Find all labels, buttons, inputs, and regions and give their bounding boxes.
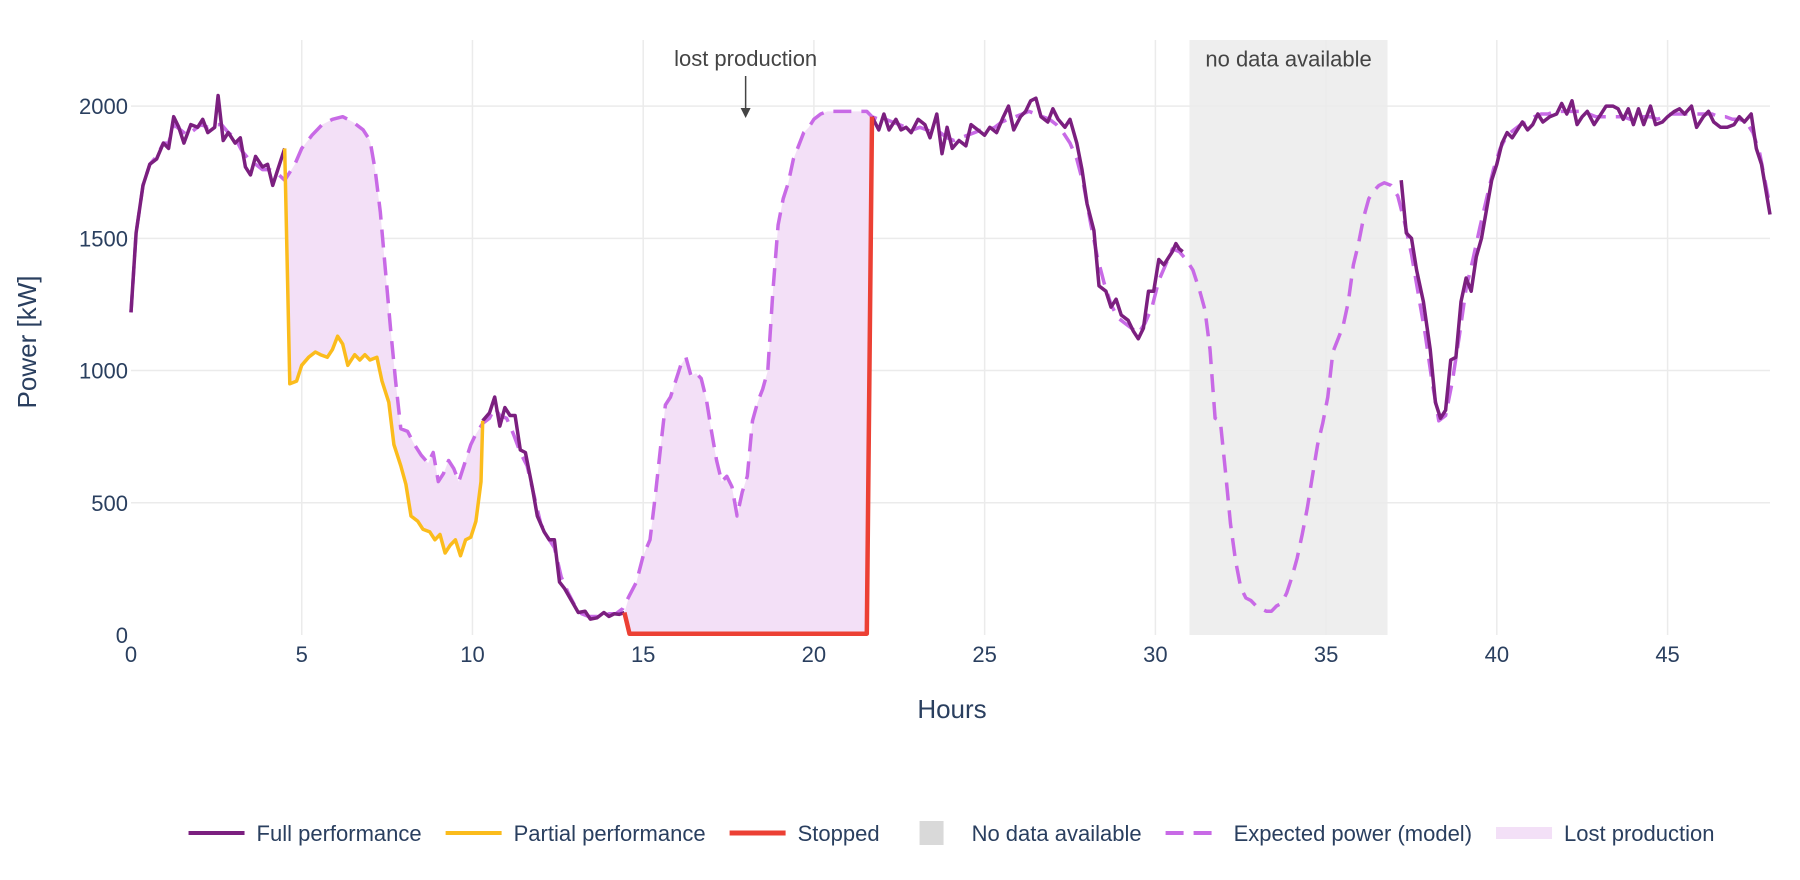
annotation-arrow-head — [740, 108, 751, 118]
legend-item: Partial performance — [445, 821, 706, 846]
lost-production-area — [624, 111, 872, 634]
partial-performance-line — [282, 148, 485, 558]
legend-label: Full performance — [257, 821, 422, 846]
annotation-lost-production: lost production — [674, 46, 817, 71]
full-performance-line — [1399, 99, 1772, 420]
legend-swatch-no-data-available — [919, 821, 944, 845]
legend-swatch-lost-production — [1496, 827, 1553, 839]
x-axis-title: Hours — [917, 694, 986, 724]
y-tick-label: 500 — [91, 491, 128, 516]
full-performance-line — [870, 96, 1184, 341]
no-data-band-layer — [1189, 40, 1388, 635]
x-tick-label: 0 — [125, 642, 137, 667]
legend-item: Stopped — [729, 821, 880, 846]
x-tick-label: 45 — [1655, 642, 1679, 667]
annotations-layer: lost production no data available — [674, 46, 1372, 118]
series-lines-layer — [129, 93, 1772, 636]
y-axis-title: Power [kW] — [12, 276, 42, 409]
stopped-line — [622, 116, 875, 636]
x-tick-label: 30 — [1143, 642, 1167, 667]
grid-layer — [131, 40, 1770, 635]
legend-label: Stopped — [798, 821, 880, 846]
full-performance-line — [481, 395, 626, 621]
y-tick-label: 2000 — [79, 94, 128, 119]
tick-labels-layer: 0 5 10 15 20 25 30 35 40 45 0 500 1000 1500 2000 — [79, 94, 1680, 667]
y-tick-label: 1000 — [79, 359, 128, 384]
x-tick-label: 15 — [631, 642, 655, 667]
no-data-band — [1189, 40, 1388, 635]
legend-item: Lost production — [1496, 821, 1714, 846]
annotation-no-data: no data available — [1205, 47, 1371, 72]
legend-item: Full performance — [188, 821, 422, 846]
full-performance-line — [129, 93, 287, 313]
lost-production-fill-layer — [284, 111, 872, 634]
legend-item: No data available — [919, 821, 1142, 846]
lost-production-area — [284, 116, 483, 556]
x-tick-label: 10 — [460, 642, 484, 667]
legend-label: Partial performance — [514, 821, 706, 846]
legend: Full performance Partial performance Stopp… — [188, 821, 1714, 846]
y-tick-label: 0 — [116, 623, 128, 648]
x-tick-label: 25 — [972, 642, 996, 667]
y-tick-label: 1500 — [79, 226, 128, 251]
legend-label: No data available — [972, 821, 1142, 846]
x-tick-label: 40 — [1485, 642, 1509, 667]
x-tick-label: 20 — [802, 642, 826, 667]
legend-label: Expected power (model) — [1234, 821, 1472, 846]
x-tick-label: 35 — [1314, 642, 1338, 667]
x-tick-label: 5 — [296, 642, 308, 667]
legend-label: Lost production — [1564, 821, 1714, 846]
legend-item: Expected power (model) — [1165, 821, 1472, 846]
